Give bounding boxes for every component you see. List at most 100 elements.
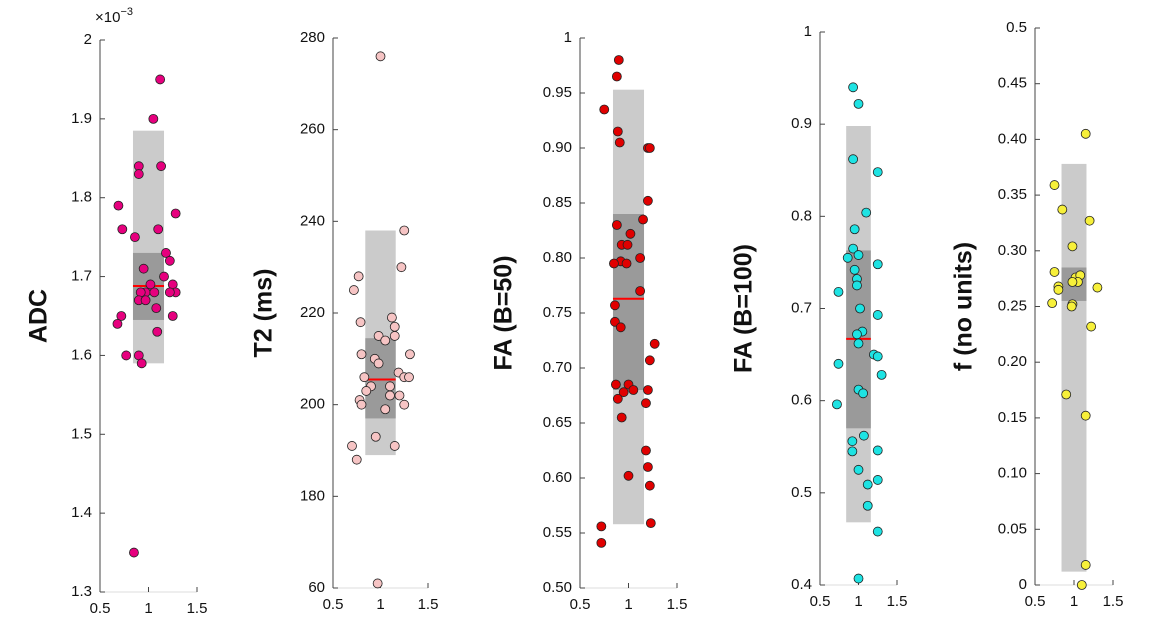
- x-tick-label: 0.5: [90, 600, 111, 617]
- data-point: [373, 358, 384, 369]
- data-point: [1061, 389, 1072, 400]
- y-tick-label: 1.7: [71, 268, 92, 285]
- y-tick-label: 1.3: [71, 583, 92, 600]
- data-point: [1080, 560, 1091, 570]
- data-point: [1066, 301, 1077, 312]
- data-point: [370, 431, 381, 442]
- data-point: [1092, 282, 1103, 293]
- panel: 1 0.95 0.90 0.85 0.80 0.75 0.70 0.65 0.60 0.55 0.5…: [490, 29, 688, 613]
- data-point: [394, 390, 405, 401]
- data-point: [372, 578, 383, 589]
- x-tick-label: 1.5: [887, 593, 908, 610]
- panel: 10.90.80.70.60.50.40.5 1 1.5FA (B=100): [730, 23, 908, 610]
- data-point: [643, 462, 653, 472]
- iqr-box: [365, 338, 396, 419]
- y-axis-title: FA (B=100): [730, 244, 758, 373]
- y-tick-label: 0.4: [791, 576, 812, 593]
- y-tick-label: 280: [300, 29, 325, 46]
- data-point: [612, 126, 623, 137]
- x-tick-label: 0.5: [1025, 593, 1046, 610]
- multiplier-base: ×10: [95, 9, 120, 26]
- data-point: [635, 286, 646, 296]
- data-point: [347, 441, 357, 451]
- y-axis-title: T2 (ms): [250, 269, 278, 358]
- data-point: [153, 224, 164, 235]
- data-point: [348, 285, 359, 295]
- y-tick-label: 0.5: [791, 484, 812, 501]
- data-point: [858, 388, 869, 399]
- data-point: [130, 232, 140, 243]
- y-tick-label: 0.05: [998, 520, 1027, 537]
- data-point: [615, 322, 626, 333]
- data-point: [643, 385, 653, 395]
- y-tick-label: 0.20: [998, 353, 1027, 370]
- data-point: [133, 169, 144, 179]
- data-point: [170, 208, 181, 219]
- y-tick-label: 60: [308, 579, 325, 596]
- y-tick-label: 2: [84, 31, 92, 48]
- data-point: [1053, 284, 1064, 295]
- x-tick-label: 0.5: [323, 596, 344, 613]
- data-point: [155, 74, 166, 85]
- data-point: [386, 312, 397, 323]
- data-point: [853, 464, 864, 475]
- data-point: [625, 228, 636, 239]
- data-point: [613, 55, 624, 65]
- data-point: [641, 445, 651, 456]
- data-point: [872, 259, 883, 270]
- data-point: [1084, 215, 1095, 226]
- y-tick-label: 0.9: [791, 115, 812, 132]
- data-point: [862, 500, 873, 511]
- data-point: [385, 390, 395, 401]
- x-tick-label: 1: [1070, 593, 1078, 610]
- data-point: [853, 98, 864, 109]
- data-point: [164, 287, 175, 298]
- data-point: [148, 113, 159, 124]
- data-point: [872, 351, 883, 362]
- y-tick-label: 0: [1019, 576, 1027, 593]
- y-tick-label: 1: [804, 23, 812, 40]
- data-point: [140, 295, 151, 306]
- data-point: [610, 379, 621, 390]
- panel: 0.5 0.45 0.40 0.35 0.30 0.25 0.20 0.15 0.10 0.05 0…: [950, 19, 1124, 610]
- data-point: [614, 137, 625, 148]
- data-point: [1080, 410, 1091, 421]
- y-tick-label: 0.45: [998, 75, 1027, 92]
- data-point: [359, 372, 370, 383]
- data-point: [858, 430, 869, 441]
- y-tick-label: 1: [564, 29, 572, 46]
- data-point: [853, 573, 864, 584]
- data-point: [618, 387, 629, 398]
- data-point: [113, 200, 124, 211]
- y-tick-label: 1.9: [71, 110, 92, 127]
- data-point: [151, 303, 162, 314]
- data-point: [832, 399, 842, 410]
- data-point: [872, 167, 883, 177]
- y-tick-label: 1.8: [71, 189, 92, 206]
- y-tick-label: 0.55: [543, 524, 572, 541]
- y-tick-label: 0.25: [998, 297, 1027, 314]
- data-point: [611, 71, 622, 82]
- data-point: [609, 258, 619, 269]
- data-point: [596, 521, 607, 532]
- data-point: [848, 243, 859, 254]
- y-axis-title: FA (B=50): [490, 255, 518, 370]
- data-point: [1067, 277, 1078, 287]
- data-point: [848, 82, 859, 93]
- data-point: [164, 255, 175, 266]
- data-point: [1076, 580, 1087, 590]
- data-point: [833, 358, 844, 369]
- y-tick-label: 0.50: [543, 579, 572, 596]
- data-point: [599, 104, 610, 115]
- range-box: [1061, 163, 1087, 572]
- data-point: [872, 445, 883, 456]
- data-point: [596, 538, 607, 548]
- y-tick-label: 200: [300, 396, 325, 413]
- multiplier-exponent: −3: [120, 6, 133, 18]
- data-point: [610, 300, 620, 311]
- data-point: [116, 311, 127, 321]
- data-point: [848, 154, 859, 165]
- data-point: [616, 412, 627, 423]
- data-point: [129, 547, 139, 558]
- data-point: [380, 335, 391, 346]
